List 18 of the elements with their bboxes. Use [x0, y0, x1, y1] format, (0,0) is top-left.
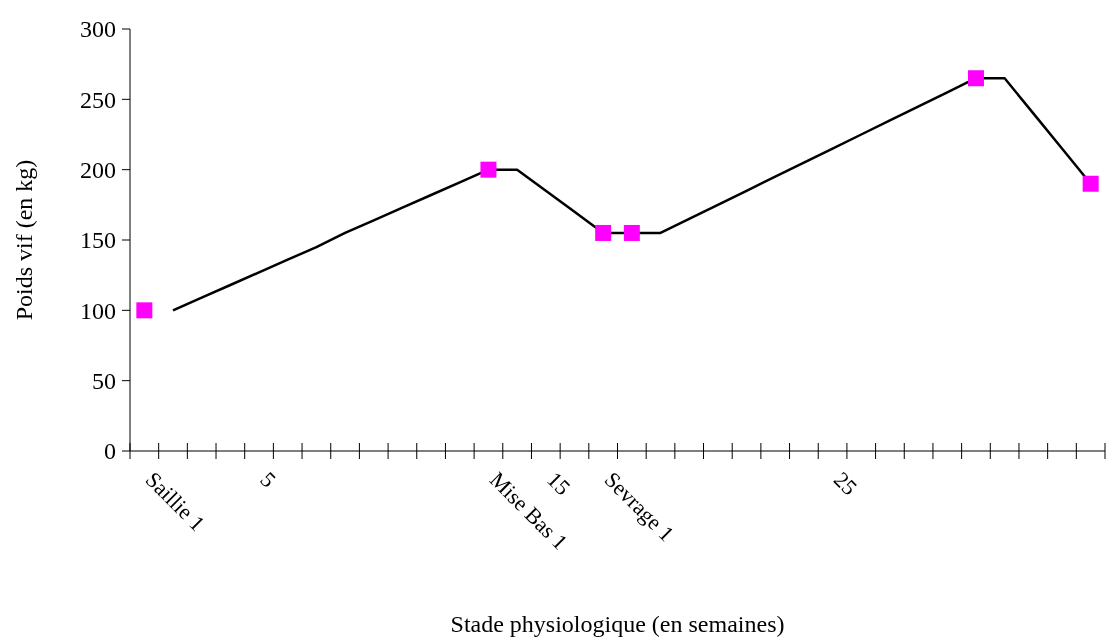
x-tick-label: 15	[542, 466, 576, 501]
y-tick-label: 200	[80, 157, 116, 184]
y-tick-label: 0	[104, 438, 116, 465]
y-tick-label: 250	[80, 86, 116, 113]
point	[136, 302, 153, 319]
point	[967, 70, 984, 87]
point	[480, 161, 497, 178]
point	[1082, 175, 1099, 192]
y-tick-label: 100	[80, 297, 116, 324]
y-axis-title: Poids vif (en kg)	[11, 159, 37, 321]
y-tick-label: 50	[92, 368, 116, 395]
point	[623, 224, 640, 241]
y-tick-label: 300	[80, 16, 116, 43]
x-tick-label: 5	[255, 466, 281, 493]
x-axis-title: Stade physiologique (en semaines)	[450, 611, 785, 637]
y-tick-label: 150	[80, 227, 116, 254]
point	[595, 224, 612, 241]
x-tick-label: 25	[829, 466, 863, 501]
